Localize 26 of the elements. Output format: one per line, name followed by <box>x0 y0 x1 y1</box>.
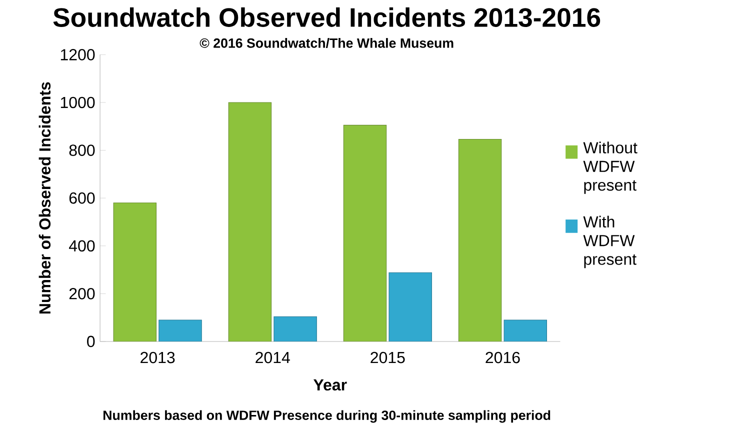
y-tick-label: 400 <box>69 240 95 252</box>
y-tick-label: 1200 <box>60 49 95 60</box>
bar <box>343 124 387 342</box>
text: Numbers based on WDFW Presence during 30-minute sampling period <box>104 410 550 423</box>
x-tick-label: 2016 <box>486 352 520 364</box>
bar <box>504 320 548 342</box>
x-axis-title: Year <box>314 379 347 391</box>
y-tick-label: 1000 <box>60 96 95 108</box>
chart-title: Soundwatch Observed Incidents 2013-2016 <box>53 7 600 28</box>
chart-subtitle: © 2016 Soundwatch/The Whale Museum <box>200 38 454 48</box>
legend-label: With WDFW present <box>583 216 636 268</box>
bar <box>388 272 432 342</box>
x-tick-label: 2013 <box>140 352 175 364</box>
x-tick-label: 2014 <box>256 352 290 364</box>
y-tick-label: 200 <box>69 288 95 300</box>
bar <box>274 316 317 342</box>
bar <box>228 102 272 342</box>
y-tick-label: 800 <box>69 144 95 156</box>
y-axis-title: Number of Observed Incidents <box>38 82 51 314</box>
legend-label: Without WDFW present <box>583 142 638 194</box>
bar <box>158 320 202 342</box>
bar <box>458 139 502 342</box>
y-tick-label: 0 <box>87 336 95 348</box>
bar <box>113 202 157 342</box>
x-tick-label: 2015 <box>370 352 405 364</box>
y-tick-label: 600 <box>69 192 95 204</box>
